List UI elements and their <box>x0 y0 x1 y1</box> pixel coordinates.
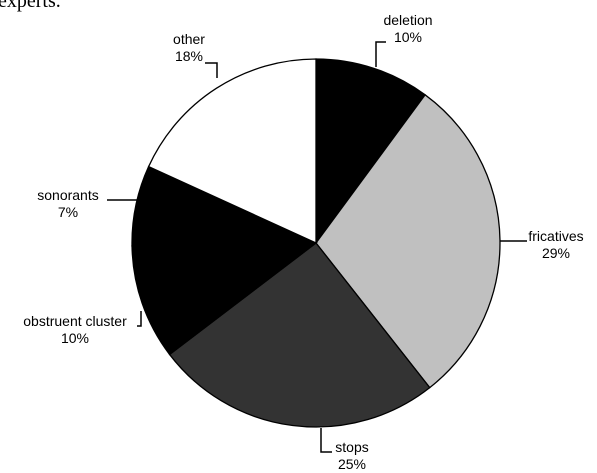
slice-percent-sonorants: 7% <box>58 204 78 220</box>
slice-label-stops: stops <box>335 439 368 455</box>
leader-line-obstruent-cluster <box>137 311 142 327</box>
leader-line-sonorants <box>107 199 141 205</box>
pie-slice-deletion <box>315 58 427 245</box>
leader-line-deletion <box>375 41 386 67</box>
slice-percent-fricatives: 29% <box>542 245 570 261</box>
page-text-fragment: experts. <box>0 0 61 12</box>
pie-slice-fricatives <box>315 93 501 389</box>
slice-percent-other: 18% <box>175 48 203 64</box>
slice-labels: deletion10%fricatives29%stops25%obstruen… <box>23 12 583 472</box>
slice-label-obstruent-cluster: obstruent cluster <box>23 313 127 329</box>
slice-label-sonorants: sonorants <box>37 187 98 203</box>
leader-lines <box>107 41 527 453</box>
leader-line-stops <box>320 428 332 453</box>
pie-slice-stops <box>168 242 431 428</box>
slice-label-deletion: deletion <box>383 12 432 28</box>
slice-label-fricatives: fricatives <box>528 228 583 244</box>
pie-slice-other <box>147 58 317 245</box>
slice-percent-deletion: 10% <box>394 29 422 45</box>
slice-label-other: other <box>173 31 205 47</box>
pie-slice-obstruent-cluster <box>131 242 318 356</box>
leader-line-other <box>205 62 218 78</box>
slice-percent-obstruent-cluster: 10% <box>61 330 89 346</box>
slice-percent-stops: 25% <box>338 456 366 472</box>
pie-slices <box>131 58 501 428</box>
